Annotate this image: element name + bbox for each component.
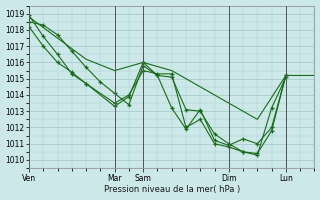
- X-axis label: Pression niveau de la mer( hPa ): Pression niveau de la mer( hPa ): [104, 185, 240, 194]
